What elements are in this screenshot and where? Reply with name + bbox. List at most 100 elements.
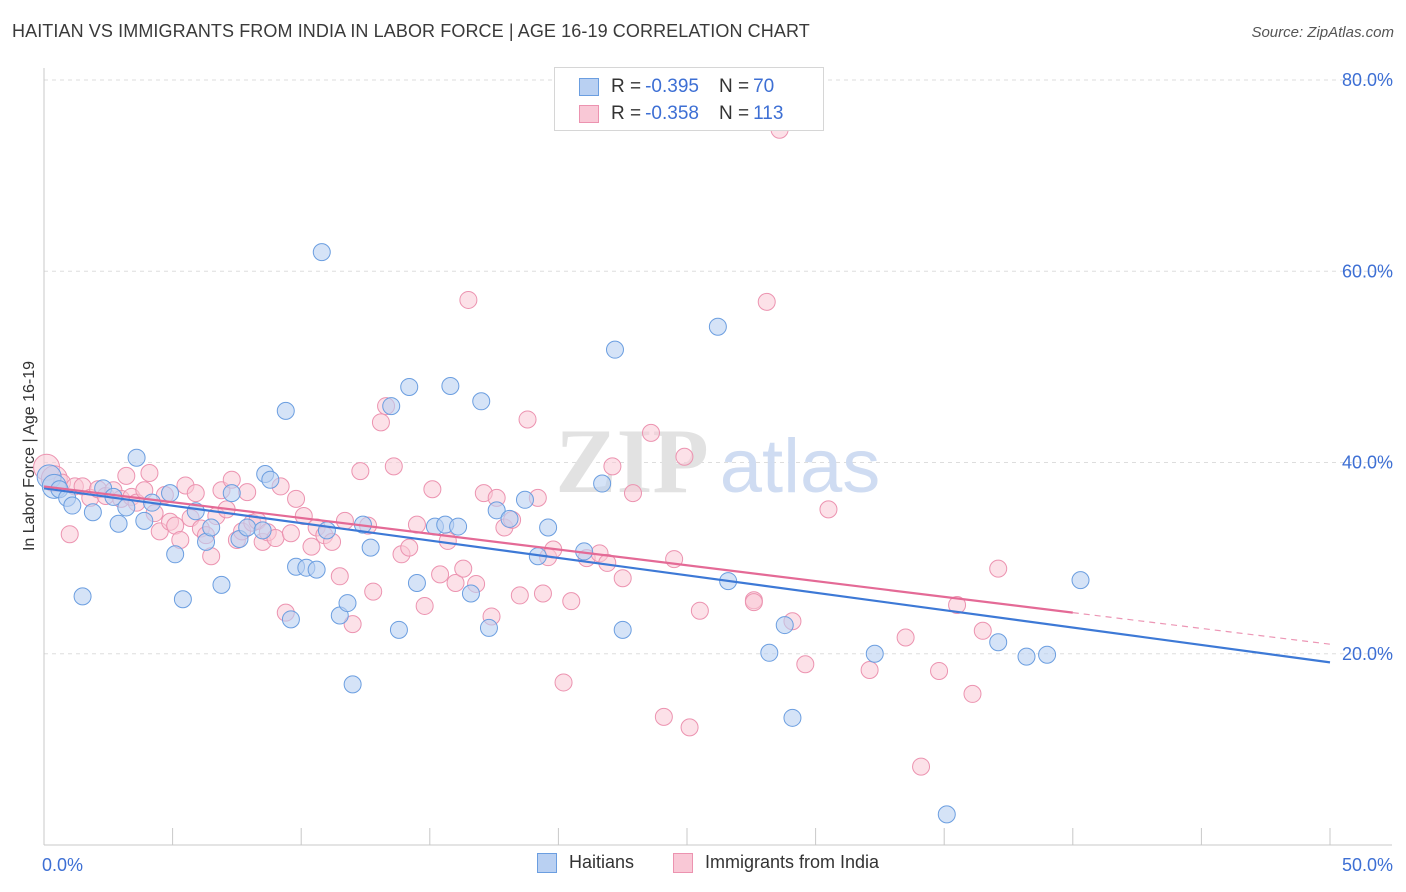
series-legend: Haitians Immigrants from India bbox=[0, 852, 1406, 878]
legend-n-value: 70 bbox=[753, 76, 775, 97]
india-point bbox=[281, 524, 300, 543]
source-label: Source: ZipAtlas.com bbox=[1251, 24, 1394, 41]
haitian-point bbox=[173, 590, 192, 609]
india-point bbox=[930, 661, 949, 680]
haitian-point bbox=[307, 560, 326, 579]
haitian-point bbox=[479, 618, 498, 637]
haitian-point bbox=[515, 490, 534, 509]
chart-title: HAITIAN VS IMMIGRANTS FROM INDIA IN LABO… bbox=[12, 21, 810, 41]
haitian-point bbox=[989, 633, 1008, 652]
watermark-atlas: atlas bbox=[720, 424, 881, 509]
haitian-point bbox=[212, 575, 231, 594]
haitian-point bbox=[202, 518, 221, 537]
haitian-point bbox=[407, 573, 426, 592]
india-point bbox=[287, 489, 306, 508]
india-point bbox=[400, 538, 419, 557]
legend-item-haitians[interactable]: Haitians bbox=[537, 852, 634, 873]
haitian-point bbox=[937, 805, 956, 824]
india-point bbox=[510, 586, 529, 605]
haitian-point bbox=[382, 397, 401, 416]
india-point bbox=[562, 592, 581, 611]
india-point bbox=[690, 601, 709, 620]
y-tick-label: 80.0% bbox=[1342, 70, 1393, 90]
haitian-point bbox=[186, 502, 205, 521]
haitian-point bbox=[63, 496, 82, 515]
haitian-point bbox=[389, 620, 408, 639]
haitians-trend-line bbox=[43, 487, 1331, 664]
india-point bbox=[896, 628, 915, 647]
haitian-point bbox=[613, 620, 632, 639]
haitian-point bbox=[500, 509, 519, 528]
india-point bbox=[364, 582, 383, 601]
india-point bbox=[641, 423, 660, 442]
india-point bbox=[973, 621, 992, 640]
india-point bbox=[186, 484, 205, 503]
legend-r-value: -0.358 bbox=[645, 103, 699, 124]
haitian-point bbox=[400, 377, 419, 396]
haitian-point bbox=[775, 616, 794, 635]
grid-lines bbox=[44, 79, 1392, 655]
india-point bbox=[423, 480, 442, 499]
haitian-point bbox=[343, 675, 362, 694]
tick-labels: 20.0% 40.0% 60.0% 80.0% 0.0% 50.0% bbox=[42, 70, 1393, 875]
legend-item-india[interactable]: Immigrants from India bbox=[673, 852, 879, 873]
india-point bbox=[796, 655, 815, 674]
haitian-point bbox=[783, 708, 802, 727]
haitian-point bbox=[487, 501, 506, 520]
india-point bbox=[680, 718, 699, 737]
trend-lines bbox=[43, 485, 1331, 664]
legend-swatch-blue bbox=[537, 852, 557, 873]
haitian-point bbox=[1038, 645, 1057, 664]
india-point bbox=[948, 595, 967, 614]
legend-label-india: Immigrants from India bbox=[705, 852, 880, 872]
india-point bbox=[384, 457, 403, 476]
legend-r-label: R = bbox=[611, 76, 642, 97]
india-point bbox=[533, 584, 552, 603]
legend-swatch-pink bbox=[579, 105, 599, 123]
legend-n-value: 113 bbox=[753, 103, 784, 124]
india-trend-line bbox=[43, 485, 1073, 614]
india-point bbox=[554, 673, 573, 692]
india-point bbox=[454, 559, 473, 578]
legend-r-label: R = bbox=[611, 103, 642, 124]
haitian-point bbox=[238, 518, 257, 537]
haitian-point bbox=[472, 392, 491, 411]
india-point bbox=[518, 410, 537, 429]
legend-n-label: N = bbox=[718, 103, 750, 124]
y-tick-label: 20.0% bbox=[1342, 644, 1393, 664]
x-tick-label: 0.0% bbox=[42, 855, 83, 875]
india-point bbox=[431, 565, 450, 584]
india-point bbox=[654, 707, 673, 726]
india-point bbox=[446, 573, 465, 592]
haitian-point bbox=[253, 521, 272, 540]
india-point bbox=[140, 464, 159, 483]
india-point bbox=[675, 447, 694, 466]
india-point bbox=[117, 466, 136, 485]
haitian-point bbox=[312, 243, 331, 262]
india-point bbox=[989, 559, 1008, 578]
india-point bbox=[603, 457, 622, 476]
haitian-point bbox=[461, 584, 480, 603]
india-point bbox=[415, 596, 434, 615]
india-point bbox=[757, 292, 776, 311]
haitian-point bbox=[1017, 647, 1036, 666]
haitian-point bbox=[109, 514, 128, 533]
haitian-point bbox=[1071, 571, 1090, 590]
x-tick-label: 50.0% bbox=[1342, 855, 1393, 875]
legend-row-india: R = -0.358 N = 113 bbox=[579, 102, 783, 126]
legend-r-value: -0.395 bbox=[645, 76, 699, 97]
y-tick-label: 60.0% bbox=[1342, 261, 1393, 281]
legend-row-haitians: R = -0.395 N = 70 bbox=[579, 75, 774, 99]
haitian-point bbox=[261, 470, 280, 489]
haitian-point bbox=[593, 474, 612, 493]
legend-swatch-pink bbox=[673, 852, 693, 873]
haitian-point bbox=[127, 448, 146, 467]
india-point bbox=[238, 483, 257, 502]
india-point bbox=[335, 511, 354, 530]
haitian-point bbox=[539, 518, 558, 537]
legend-swatch-blue bbox=[579, 78, 599, 96]
haitian-point bbox=[276, 401, 295, 420]
india-point bbox=[302, 537, 321, 556]
india-trend-extension bbox=[1072, 612, 1331, 645]
